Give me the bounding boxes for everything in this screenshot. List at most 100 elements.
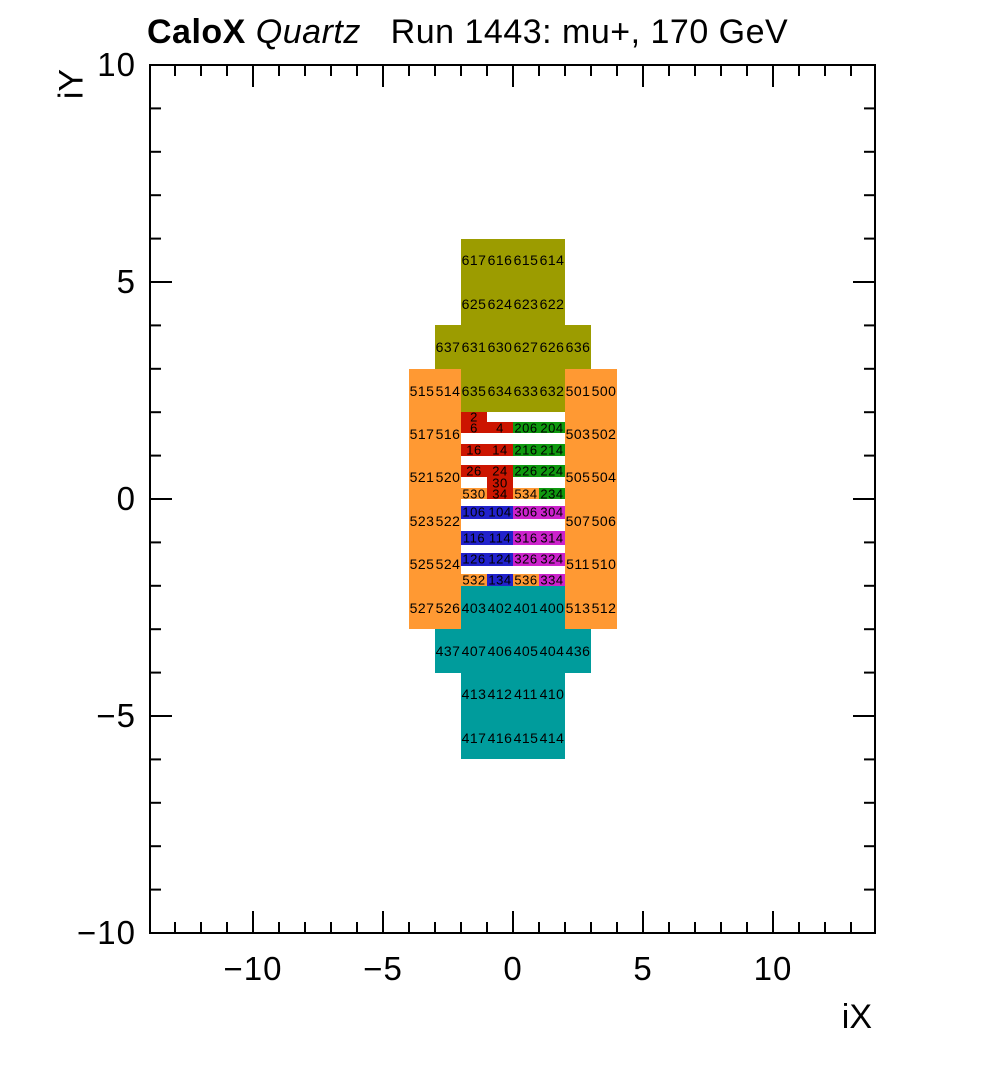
channel-label-411: 411 xyxy=(514,686,538,703)
channel-label-34: 34 xyxy=(492,486,508,502)
y-tick-label-0: 0 xyxy=(116,480,136,517)
channel-label-625: 625 xyxy=(461,295,487,312)
channel-label-206: 206 xyxy=(514,420,538,436)
channel-label-216: 216 xyxy=(514,442,538,458)
x-tick-label-10: 10 xyxy=(753,950,793,987)
channel-label-437: 437 xyxy=(435,642,461,659)
channel-label-636: 636 xyxy=(565,339,591,356)
channel-label-631: 631 xyxy=(461,339,487,356)
channel-label-501: 501 xyxy=(565,382,591,399)
channel-label-517: 517 xyxy=(409,425,435,442)
channel-label-523: 523 xyxy=(409,512,435,529)
channel-label-124: 124 xyxy=(488,551,512,567)
channel-label-316: 316 xyxy=(514,530,538,546)
channel-label-525: 525 xyxy=(409,556,435,573)
channel-label-334: 334 xyxy=(540,572,564,588)
channel-label-510: 510 xyxy=(591,556,617,573)
channel-label-616: 616 xyxy=(487,252,513,269)
channel-label-534: 534 xyxy=(514,486,538,502)
x-tick-label--10: −10 xyxy=(223,950,283,987)
channel-label-414: 414 xyxy=(539,729,565,746)
channel-label-615: 615 xyxy=(513,252,539,269)
channel-label-214: 214 xyxy=(540,442,564,458)
channel-label-515: 515 xyxy=(409,382,435,399)
channel-label-507: 507 xyxy=(565,512,591,529)
channel-label-630: 630 xyxy=(487,339,513,356)
channel-label-6: 6 xyxy=(470,420,478,436)
channel-label-326: 326 xyxy=(514,551,538,567)
channel-label-627: 627 xyxy=(513,339,539,356)
channel-label-26: 26 xyxy=(466,463,482,479)
channel-label-400: 400 xyxy=(539,599,565,616)
y-axis-title: iY xyxy=(52,68,91,100)
channel-label-504: 504 xyxy=(591,469,617,486)
channel-label-436: 436 xyxy=(565,642,591,659)
channel-label-505: 505 xyxy=(565,469,591,486)
y-tick-label-10: 10 xyxy=(97,46,136,83)
channel-label-401: 401 xyxy=(513,599,539,616)
y-tick-label--10: −10 xyxy=(77,914,136,951)
channel-label-624: 624 xyxy=(487,295,513,312)
channel-label-413: 413 xyxy=(461,686,487,703)
channel-label-324: 324 xyxy=(540,551,564,567)
y-tick-label-5: 5 xyxy=(116,263,136,300)
channel-label-514: 514 xyxy=(435,382,461,399)
channel-label-407: 407 xyxy=(461,642,487,659)
channel-label-530: 530 xyxy=(462,486,486,502)
x-tick-label-0: 0 xyxy=(503,950,523,987)
channel-label-502: 502 xyxy=(591,425,617,442)
channel-label-524: 524 xyxy=(435,556,461,573)
channel-label-234: 234 xyxy=(540,486,564,502)
channel-label-637: 637 xyxy=(435,339,461,356)
channel-label-632: 632 xyxy=(539,382,565,399)
channel-label-623: 623 xyxy=(513,295,539,312)
channel-label-14: 14 xyxy=(492,442,508,458)
x-tick-label-5: 5 xyxy=(633,950,653,987)
channel-label-114: 114 xyxy=(488,530,512,546)
channel-label-511: 511 xyxy=(566,556,590,573)
x-axis-title: iX xyxy=(841,998,872,1036)
channel-label-513: 513 xyxy=(565,599,591,616)
channel-label-635: 635 xyxy=(461,382,487,399)
channel-label-403: 403 xyxy=(461,599,487,616)
channel-label-410: 410 xyxy=(539,686,565,703)
channel-label-634: 634 xyxy=(487,382,513,399)
cell-c6-4 xyxy=(461,422,513,434)
channel-label-633: 633 xyxy=(513,382,539,399)
channel-label-402: 402 xyxy=(487,599,513,616)
channel-label-104: 104 xyxy=(488,504,512,520)
channel-label-406: 406 xyxy=(487,642,513,659)
channel-label-134: 134 xyxy=(488,572,512,588)
channel-label-516: 516 xyxy=(435,425,461,442)
channel-label-536: 536 xyxy=(514,572,538,588)
channel-label-404: 404 xyxy=(539,642,565,659)
channel-label-617: 617 xyxy=(461,252,487,269)
channel-label-16: 16 xyxy=(466,442,482,458)
channel-label-522: 522 xyxy=(435,512,461,529)
channel-label-106: 106 xyxy=(462,504,486,520)
channel-label-506: 506 xyxy=(591,512,617,529)
channel-label-520: 520 xyxy=(435,469,461,486)
channel-label-314: 314 xyxy=(540,530,564,546)
channel-label-622: 622 xyxy=(539,295,565,312)
channel-label-204: 204 xyxy=(540,420,564,436)
channel-label-500: 500 xyxy=(591,382,617,399)
channel-label-306: 306 xyxy=(514,504,538,520)
title-detector: Quartz xyxy=(245,13,361,51)
channel-label-126: 126 xyxy=(462,551,486,567)
channel-label-417: 417 xyxy=(461,729,487,746)
channel-label-521: 521 xyxy=(409,469,435,486)
channel-label-503: 503 xyxy=(565,425,591,442)
x-tick-label--5: −5 xyxy=(363,950,403,987)
channel-label-526: 526 xyxy=(435,599,461,616)
channel-label-532: 532 xyxy=(462,572,486,588)
channel-label-224: 224 xyxy=(540,463,564,479)
channel-label-512: 512 xyxy=(591,599,617,616)
title-run-info: Run 1443: mu+, 170 GeV xyxy=(360,13,789,51)
channel-label-116: 116 xyxy=(462,530,486,546)
channel-label-412: 412 xyxy=(487,686,513,703)
channel-label-527: 527 xyxy=(409,599,435,616)
channel-label-4: 4 xyxy=(496,420,504,436)
plot-title: CaloX Quartz Run 1443: mu+, 170 GeV xyxy=(147,15,788,49)
